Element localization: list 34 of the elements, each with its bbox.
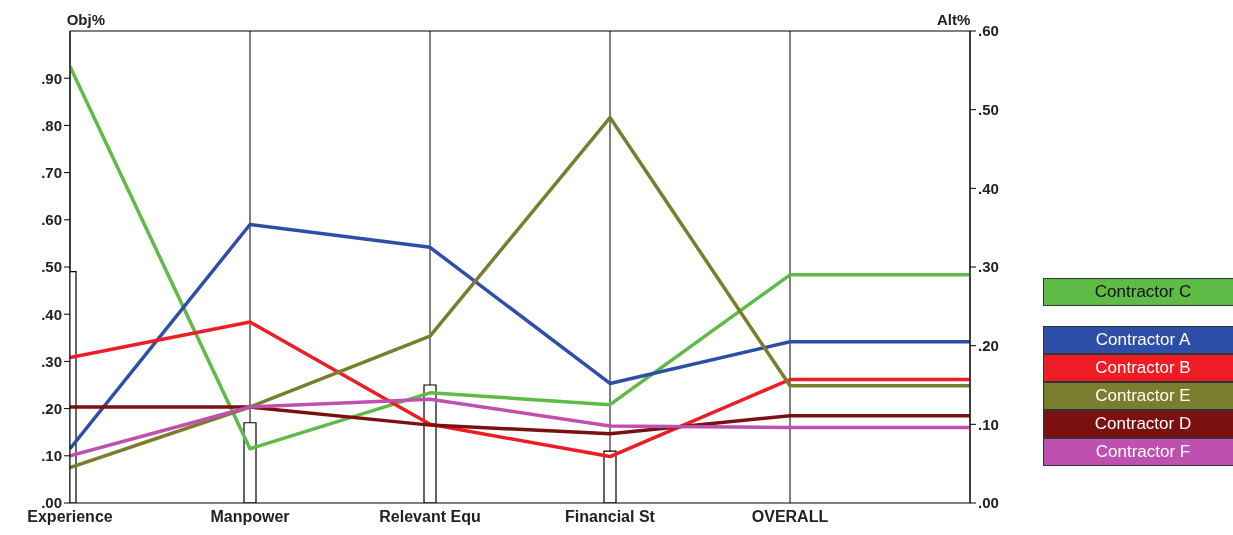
line-series [70,405,970,436]
line-series [70,397,970,458]
x-tick-label: Relevant Equ [379,508,481,526]
y2-tick-label: .60 [978,22,999,40]
y-tick-label: .90 [41,69,62,87]
line-series [70,320,970,459]
y-tick-label: .70 [41,163,62,181]
y-tick-label: .50 [41,258,62,276]
text: Contractor D [1043,410,1233,438]
text: Contractor C [1043,278,1233,306]
y-tick-label: .20 [41,399,62,417]
x-tick-label: OVERALL [751,508,829,526]
y2-tick-label: .50 [978,100,999,118]
y2-tick-label: .00 [978,494,999,512]
y2-tick-label: .20 [978,336,999,354]
y2-axis-title: Alt% [937,10,971,28]
y2-tick-label: .40 [978,179,999,197]
y2-tick-label: .30 [978,258,999,276]
y2-tick-label: .10 [978,415,999,433]
x-tick-label: Manpower [210,508,290,526]
text: Contractor A [1043,326,1233,354]
x-tick-label: Financial St [565,508,656,526]
y-tick-label: .30 [41,352,62,370]
y-tick-label: .80 [41,116,62,134]
y-axis-title: Obj% [66,10,105,28]
text: Contractor E [1043,382,1233,410]
line-series [70,222,970,451]
y-tick-label: .60 [41,211,62,229]
y-tick-label: .10 [41,447,62,465]
line-series [70,64,970,451]
y-tick-label: .40 [41,305,62,323]
text: Contractor F [1043,438,1233,466]
line-series [70,115,970,470]
text: Contractor B [1043,354,1233,382]
